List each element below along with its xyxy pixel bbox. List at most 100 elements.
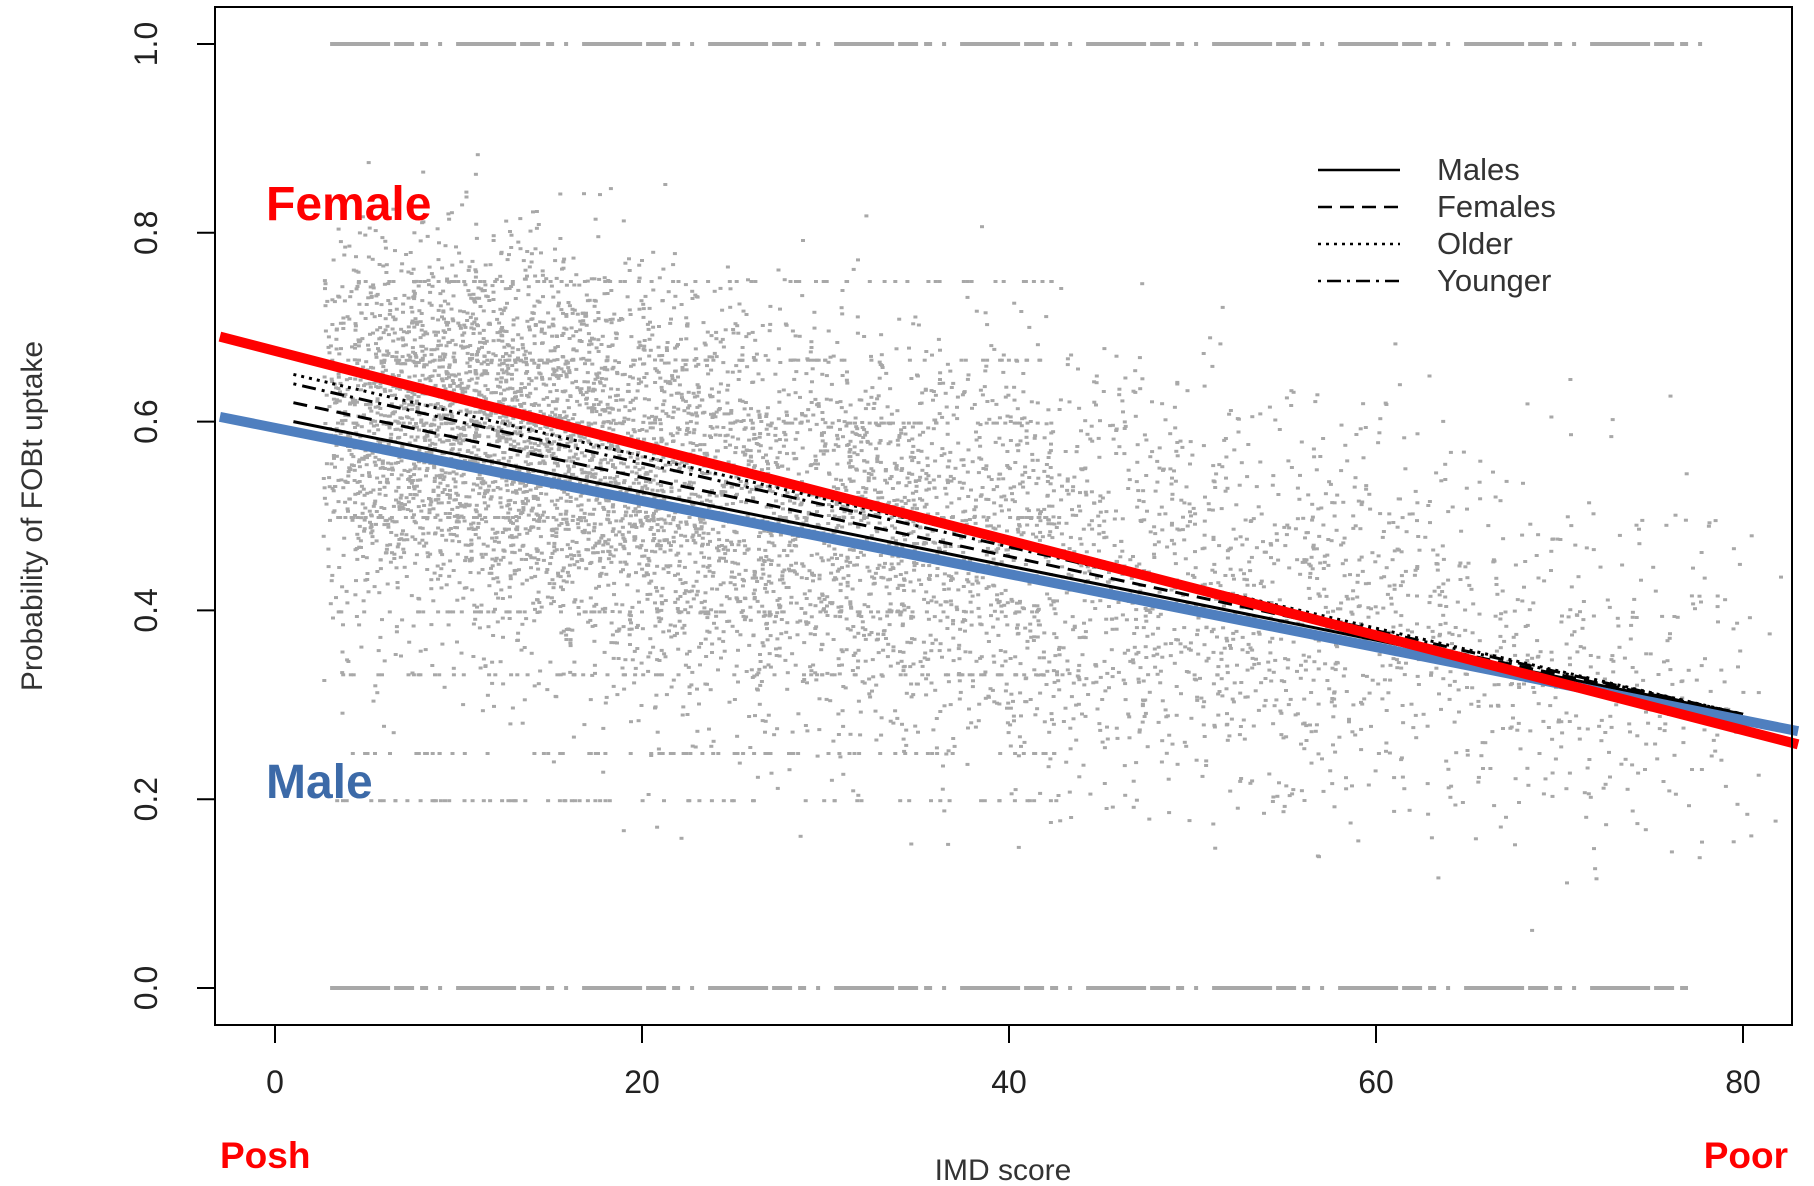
scatter-point xyxy=(699,500,704,504)
scatter-point xyxy=(511,543,516,547)
scatter-point xyxy=(332,509,337,513)
scatter-point xyxy=(957,643,962,647)
scatter-point xyxy=(486,488,491,492)
scatter-point xyxy=(332,300,337,304)
scatter-point xyxy=(903,502,908,505)
scatter-point xyxy=(846,574,851,578)
scatter-point xyxy=(863,490,868,494)
scatter-point xyxy=(912,542,917,545)
scatter-point xyxy=(565,555,570,559)
scatter-point xyxy=(819,433,824,437)
scatter-point xyxy=(599,536,604,540)
scatter-point xyxy=(772,544,777,548)
scatter-point xyxy=(384,263,389,267)
scatter-point xyxy=(926,487,931,491)
scatter-point xyxy=(566,574,571,578)
scatter-point xyxy=(1012,719,1016,723)
scatter-point xyxy=(1092,501,1097,505)
scatter-point xyxy=(501,419,505,423)
scatter-point xyxy=(536,403,541,407)
scatter-point xyxy=(735,492,739,496)
scatter-point xyxy=(994,564,999,568)
scatter-point xyxy=(807,569,812,573)
scatter-point xyxy=(669,635,674,639)
scatter-point xyxy=(526,439,531,443)
scatter-point xyxy=(571,455,576,459)
scatter-point xyxy=(540,269,545,273)
scatter-point xyxy=(564,314,569,318)
scatter-point xyxy=(503,306,508,310)
scatter-point xyxy=(531,494,536,498)
scatter-point xyxy=(439,586,444,590)
scatter-point xyxy=(377,591,382,595)
scatter-point xyxy=(948,450,953,454)
scatter-point xyxy=(895,610,900,614)
scatter-point xyxy=(636,481,641,485)
scatter-point xyxy=(723,446,728,449)
scatter-point xyxy=(652,537,657,540)
scatter-point xyxy=(679,392,684,396)
scatter-point xyxy=(635,457,640,461)
scatter-point xyxy=(508,535,512,539)
scatter-point xyxy=(542,519,547,523)
scatter-point xyxy=(474,427,479,431)
scatter-point xyxy=(1005,414,1010,418)
scatter-point xyxy=(584,397,589,401)
scatter-point xyxy=(1091,543,1096,547)
scatter-point xyxy=(927,481,932,485)
scatter-point xyxy=(552,541,557,545)
scatter-point xyxy=(815,522,820,526)
scatter-point xyxy=(472,445,477,449)
scatter-point xyxy=(1111,437,1116,441)
scatter-point xyxy=(672,405,677,409)
scatter-point xyxy=(926,474,931,478)
scatter-point xyxy=(673,573,677,577)
scatter-point xyxy=(468,571,473,574)
scatter-point xyxy=(1027,325,1032,329)
scatter-point xyxy=(358,378,363,382)
scatter-point xyxy=(720,308,725,312)
scatter-point xyxy=(1317,594,1322,598)
scatter-point xyxy=(701,531,706,535)
scatter-point xyxy=(708,499,713,503)
scatter-point xyxy=(544,277,549,281)
scatter-point xyxy=(445,493,450,496)
scatter-point xyxy=(702,410,707,414)
scatter-point xyxy=(632,538,637,542)
scatter-point xyxy=(393,393,397,397)
scatter-point xyxy=(1241,718,1246,722)
scatter-point xyxy=(369,513,374,517)
scatter-point xyxy=(477,296,482,300)
scatter-point xyxy=(592,522,597,526)
scatter-point xyxy=(1549,415,1554,419)
scatter-point xyxy=(380,461,385,465)
scatter-point xyxy=(844,424,849,428)
scatter-point xyxy=(1008,439,1013,442)
scatter-point xyxy=(956,588,961,592)
scatter-point xyxy=(734,364,739,368)
scatter-point xyxy=(1172,542,1177,546)
scatter-point xyxy=(339,347,343,351)
scatter-point xyxy=(634,471,639,475)
scatter-point xyxy=(805,681,809,685)
scatter-point xyxy=(1059,287,1064,290)
scatter-point xyxy=(491,488,496,492)
scatter-point xyxy=(561,672,566,676)
scatter-point xyxy=(620,373,625,377)
scatter-point xyxy=(738,399,742,403)
scatter-point xyxy=(617,318,622,322)
scatter-point xyxy=(355,400,359,404)
scatter-point xyxy=(651,250,656,254)
scatter-point xyxy=(597,559,602,563)
scatter-point xyxy=(353,322,358,326)
scatter-point xyxy=(611,463,615,467)
scatter-point xyxy=(389,393,394,397)
scatter-point xyxy=(813,454,818,458)
scatter-point xyxy=(969,488,973,492)
scatter-point xyxy=(475,353,479,356)
scatter-point xyxy=(653,705,658,709)
scatter-point xyxy=(744,313,749,316)
scatter-point xyxy=(397,507,402,511)
scatter-point xyxy=(533,274,538,278)
scatter-point xyxy=(337,399,342,403)
